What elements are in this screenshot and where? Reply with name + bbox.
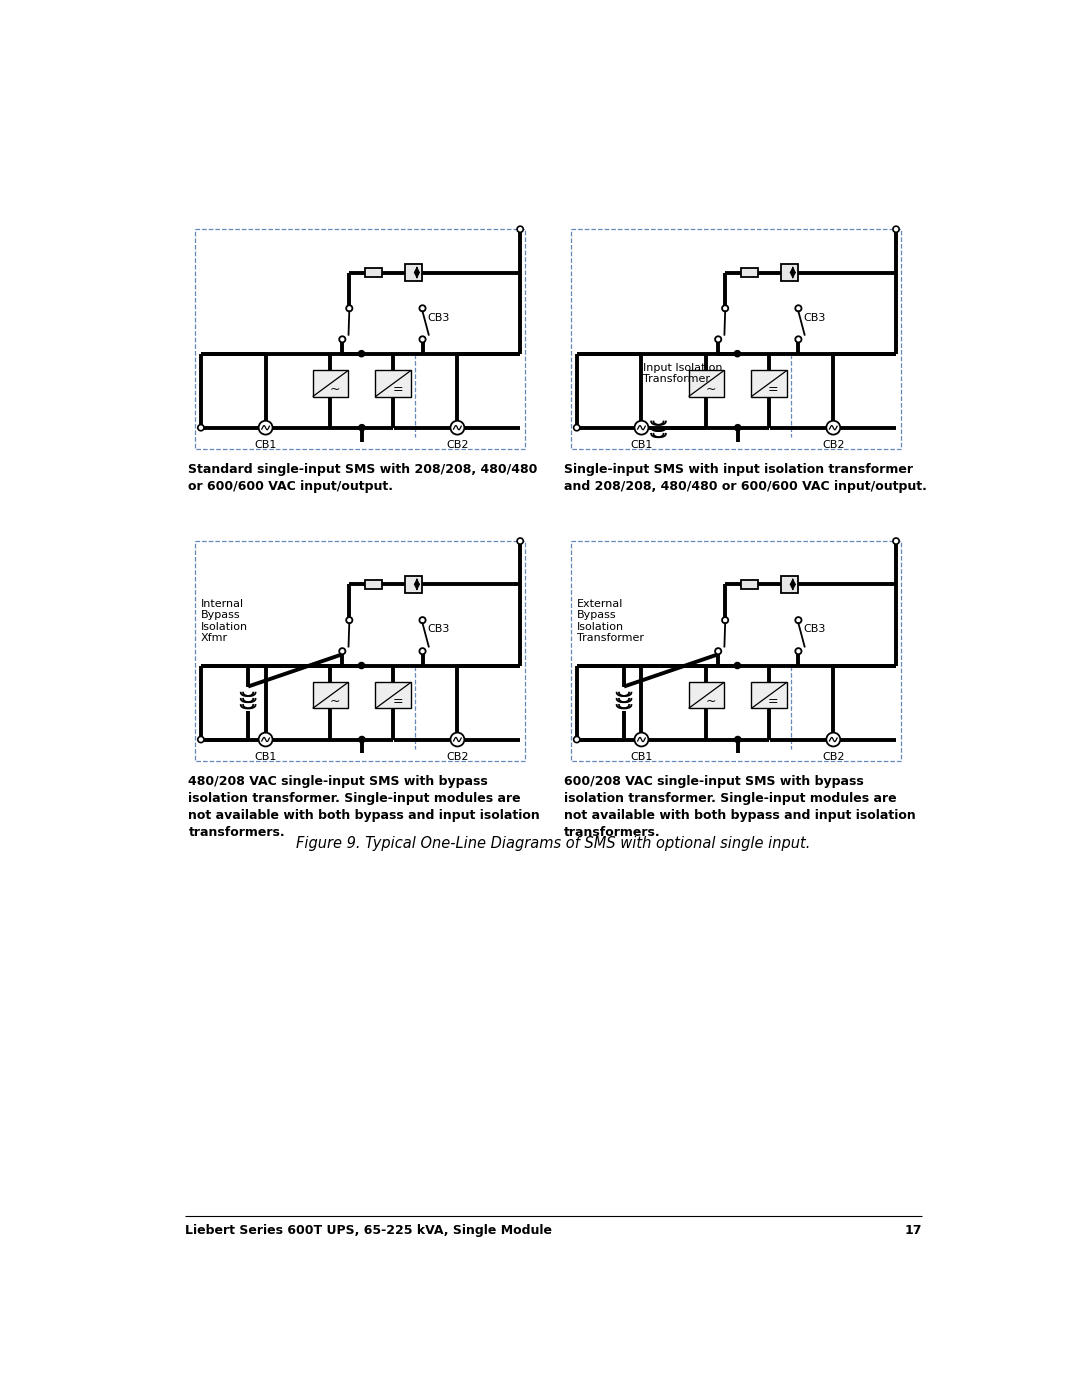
Text: CB1: CB1 [255, 440, 276, 450]
FancyBboxPatch shape [689, 682, 725, 708]
Text: =: = [768, 694, 779, 708]
Circle shape [634, 420, 648, 434]
Circle shape [359, 351, 365, 356]
Circle shape [517, 538, 524, 545]
Text: ~: ~ [329, 694, 340, 708]
Circle shape [450, 420, 464, 434]
FancyBboxPatch shape [689, 370, 725, 397]
Circle shape [795, 305, 801, 312]
FancyBboxPatch shape [313, 370, 349, 397]
Text: CB1: CB1 [255, 752, 276, 761]
Circle shape [734, 351, 741, 356]
Text: CB3: CB3 [428, 313, 449, 323]
FancyBboxPatch shape [405, 264, 422, 281]
Circle shape [419, 305, 426, 312]
Circle shape [715, 648, 721, 654]
Text: Internal
Bypass
Isolation
Xfmr: Internal Bypass Isolation Xfmr [201, 599, 248, 644]
Text: CB2: CB2 [822, 440, 845, 450]
FancyBboxPatch shape [405, 576, 422, 592]
Circle shape [347, 305, 352, 312]
Circle shape [826, 420, 840, 434]
Circle shape [359, 425, 365, 430]
Circle shape [258, 420, 272, 434]
Circle shape [347, 617, 352, 623]
Text: ~: ~ [705, 694, 716, 708]
Text: CB1: CB1 [631, 440, 652, 450]
Circle shape [419, 337, 426, 342]
Circle shape [419, 617, 426, 623]
Circle shape [723, 305, 728, 312]
Text: CB3: CB3 [804, 624, 825, 634]
FancyBboxPatch shape [752, 682, 787, 708]
Text: External
Bypass
Isolation
Transformer: External Bypass Isolation Transformer [577, 599, 644, 644]
FancyBboxPatch shape [752, 370, 787, 397]
Circle shape [517, 226, 524, 232]
Text: Input Isolation
Transformer: Input Isolation Transformer [643, 363, 723, 384]
Text: =: = [392, 694, 403, 708]
FancyBboxPatch shape [365, 268, 382, 277]
Circle shape [795, 337, 801, 342]
FancyBboxPatch shape [741, 580, 758, 588]
Text: 17: 17 [904, 1224, 921, 1238]
Circle shape [723, 617, 728, 623]
Circle shape [339, 648, 346, 654]
FancyBboxPatch shape [781, 576, 798, 592]
FancyBboxPatch shape [365, 580, 382, 588]
Text: ~: ~ [329, 383, 340, 395]
FancyBboxPatch shape [313, 682, 349, 708]
Text: Standard single-input SMS with 208/208, 480/480
or 600/600 VAC input/output.: Standard single-input SMS with 208/208, … [189, 464, 538, 493]
FancyBboxPatch shape [376, 370, 411, 397]
Text: CB3: CB3 [804, 313, 825, 323]
FancyBboxPatch shape [781, 264, 798, 281]
FancyBboxPatch shape [741, 268, 758, 277]
Circle shape [795, 617, 801, 623]
Circle shape [198, 736, 204, 743]
Text: CB3: CB3 [428, 624, 449, 634]
Circle shape [734, 425, 741, 430]
Text: CB2: CB2 [446, 440, 469, 450]
Text: =: = [392, 383, 403, 395]
Circle shape [258, 732, 272, 746]
Circle shape [634, 732, 648, 746]
Circle shape [715, 337, 721, 342]
Text: Single-input SMS with input isolation transformer
and 208/208, 480/480 or 600/60: Single-input SMS with input isolation tr… [565, 464, 928, 493]
Circle shape [359, 736, 365, 743]
Circle shape [795, 648, 801, 654]
Text: CB2: CB2 [822, 752, 845, 761]
Circle shape [450, 732, 464, 746]
Text: CB2: CB2 [446, 752, 469, 761]
Text: Figure 9. Typical One-Line Diagrams of SMS with optional single input.: Figure 9. Typical One-Line Diagrams of S… [296, 835, 811, 851]
Text: 600/208 VAC single-input SMS with bypass
isolation transformer. Single-input mod: 600/208 VAC single-input SMS with bypass… [565, 775, 916, 840]
Circle shape [573, 736, 580, 743]
Text: CB1: CB1 [631, 752, 652, 761]
Circle shape [893, 226, 900, 232]
Text: ~: ~ [705, 383, 716, 395]
Text: 480/208 VAC single-input SMS with bypass
isolation transformer. Single-input mod: 480/208 VAC single-input SMS with bypass… [189, 775, 540, 840]
Circle shape [359, 662, 365, 669]
Circle shape [573, 425, 580, 430]
FancyBboxPatch shape [376, 682, 411, 708]
Text: Liebert Series 600T UPS, 65-225 kVA, Single Module: Liebert Series 600T UPS, 65-225 kVA, Sin… [186, 1224, 552, 1238]
Circle shape [198, 425, 204, 430]
Circle shape [339, 337, 346, 342]
Circle shape [826, 732, 840, 746]
Text: =: = [768, 383, 779, 395]
Circle shape [734, 736, 741, 743]
Circle shape [893, 538, 900, 545]
Circle shape [419, 648, 426, 654]
Circle shape [734, 662, 741, 669]
